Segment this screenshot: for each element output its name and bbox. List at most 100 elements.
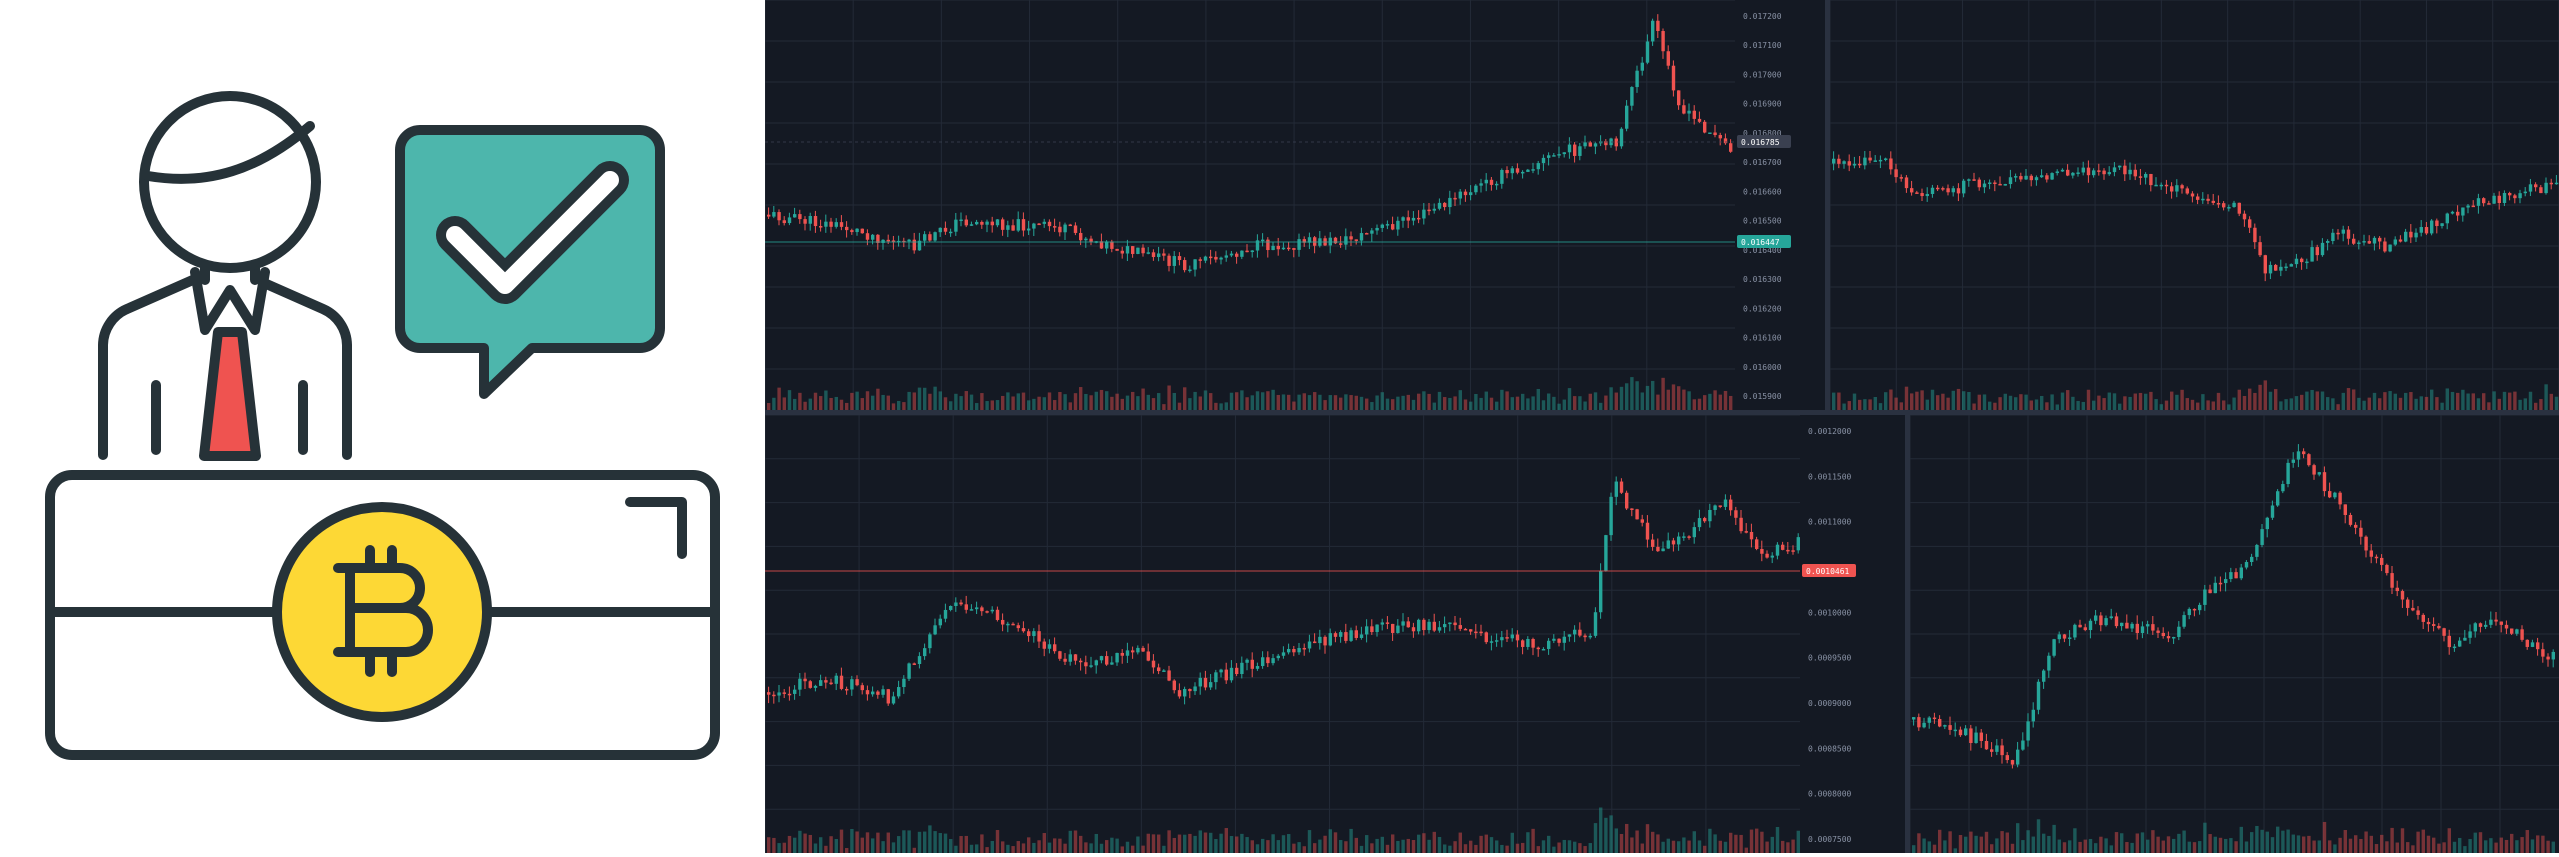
candle: [2024, 175, 2028, 180]
candle: [2504, 624, 2509, 629]
volume-bar: [1417, 834, 1421, 853]
volume-bar: [2274, 389, 2278, 410]
volume-bar: [2196, 402, 2200, 410]
volume-bar: [1531, 396, 1535, 410]
candle: [2372, 237, 2377, 244]
volume-bar: [980, 393, 984, 410]
volume-bar: [964, 835, 968, 853]
candle: [2232, 202, 2236, 208]
volume-bar: [912, 392, 916, 410]
volume-bar: [855, 391, 859, 410]
price-tick-label: 0.0008500: [1808, 744, 1852, 753]
candle: [1047, 644, 1052, 649]
volume-bar: [1948, 831, 1952, 853]
volume-bar: [1656, 394, 1660, 410]
volume-bar: [1760, 831, 1764, 853]
chart-top-right[interactable]: [1830, 0, 2559, 410]
volume-bar: [829, 836, 833, 853]
candle: [990, 609, 994, 612]
volume-bar: [2383, 392, 2387, 410]
volume-bar: [2040, 395, 2044, 410]
volume-bar: [1027, 837, 1031, 853]
volume-bar: [1573, 841, 1577, 853]
volume-bar: [1380, 392, 1384, 410]
horizontal-divider[interactable]: [765, 410, 2559, 415]
volume-bar: [2421, 829, 2425, 853]
candle: [2456, 211, 2460, 216]
candle: [933, 625, 937, 635]
candle: [1401, 217, 1405, 221]
volume-bar: [2268, 391, 2273, 410]
candle: [1240, 250, 1244, 257]
candle: [1328, 633, 1332, 646]
chart-bottom-left[interactable]: 0.00120000.00115000.00110000.00105000.00…: [765, 415, 1860, 853]
candle: [1281, 247, 1286, 250]
chart-bottom-right[interactable]: [1910, 415, 2559, 853]
candle: [2322, 472, 2327, 492]
candle: [2424, 227, 2429, 234]
volume-bar: [2487, 402, 2491, 410]
candle: [803, 219, 807, 224]
candle: [2281, 484, 2285, 492]
candle: [2196, 196, 2200, 200]
volume-bar: [1302, 846, 1306, 853]
candle: [2019, 176, 2023, 180]
candle: [2244, 561, 2249, 568]
candle: [1557, 638, 1561, 643]
candle: [2276, 491, 2280, 506]
candle: [985, 221, 989, 225]
candle: [1266, 657, 1270, 664]
volume-bar: [1370, 843, 1374, 853]
volume-bar: [1448, 845, 1452, 853]
chart-top-left[interactable]: 0.017200 0.017100 0.017000 0.016900 0.016800…: [765, 0, 1795, 410]
candle: [1370, 230, 1374, 234]
candle: [2421, 614, 2425, 622]
volume-bar: [2159, 404, 2163, 410]
candle: [1995, 745, 1999, 752]
candle: [1687, 110, 1691, 114]
candle: [2551, 651, 2555, 660]
candle: [1177, 256, 1182, 261]
volume-bar: [2419, 396, 2423, 410]
candle: [1027, 228, 1031, 231]
candle: [1427, 209, 1431, 212]
volume-bar: [2357, 397, 2361, 410]
volume-bar: [2372, 392, 2377, 410]
volume-bar: [1930, 389, 1935, 410]
candle: [1536, 163, 1540, 170]
volume-bar: [1666, 389, 1670, 410]
candle: [1479, 631, 1483, 634]
volume-bar: [793, 398, 797, 410]
volume-bar: [2279, 401, 2283, 410]
candle: [2286, 462, 2290, 485]
volume-bar: [1868, 399, 1872, 410]
volume-bar: [1240, 833, 1244, 853]
candle: [850, 230, 854, 233]
volume-bar: [1515, 396, 1520, 410]
candle: [777, 212, 781, 221]
volume-bar: [2050, 394, 2054, 410]
volume-bar: [777, 387, 781, 410]
volume-bar: [2270, 837, 2275, 853]
candle: [2190, 193, 2195, 197]
volume-bar: [2338, 837, 2342, 853]
candle: [2487, 203, 2491, 205]
candle: [1927, 717, 1931, 723]
volume-bar: [938, 391, 942, 410]
volume-bar: [2125, 842, 2129, 853]
vertical-divider-bottom[interactable]: [1905, 415, 1910, 853]
vertical-divider-top[interactable]: [1825, 0, 1830, 410]
candle: [1193, 686, 1197, 692]
candle: [2494, 619, 2498, 622]
candle: [2315, 247, 2319, 256]
volume-bar: [2326, 397, 2330, 410]
candle: [1443, 624, 1447, 628]
candle: [1011, 623, 1015, 626]
candle: [1677, 90, 1681, 106]
candle: [1562, 152, 1566, 155]
volume-bar: [1297, 842, 1301, 853]
candle: [2227, 207, 2231, 209]
candle: [2383, 241, 2387, 252]
volume-bar: [1328, 829, 1332, 853]
volume-bar: [1630, 837, 1634, 853]
